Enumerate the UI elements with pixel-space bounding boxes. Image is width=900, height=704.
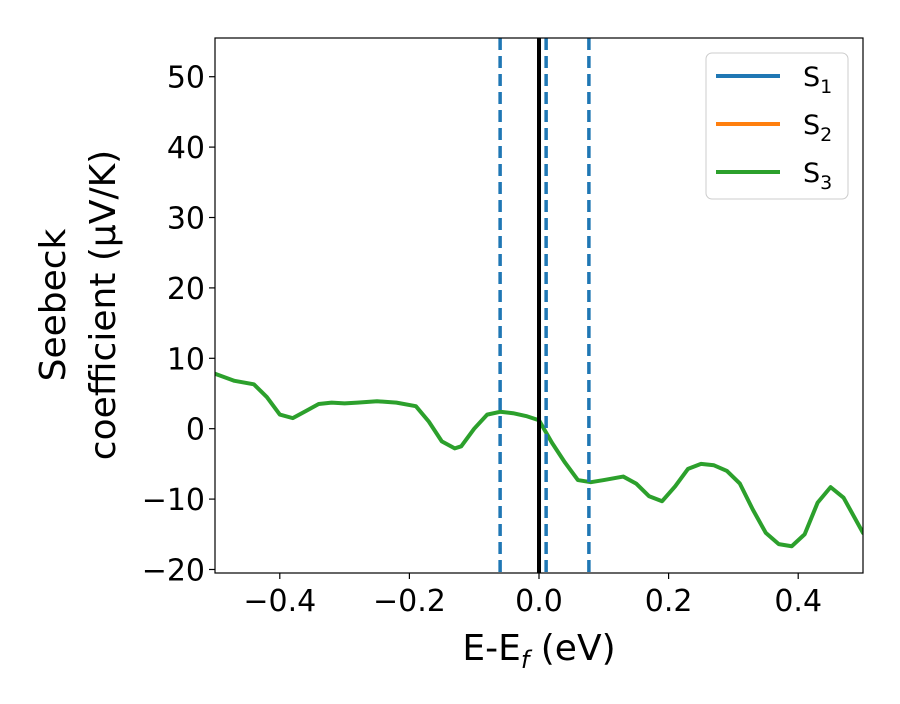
legend-label-s2: S2 bbox=[803, 110, 832, 146]
legend-label-s3: S3 bbox=[803, 158, 832, 194]
y-tick-label: 20 bbox=[167, 272, 205, 307]
legend: S1 S2 S3 bbox=[705, 52, 849, 200]
svg-text:coefficient (μV/K): coefficient (μV/K) bbox=[83, 150, 124, 460]
x-tick-label: 0.2 bbox=[645, 584, 693, 619]
y-tick-label: 10 bbox=[167, 342, 205, 377]
y-tick-label: 50 bbox=[167, 61, 205, 96]
y-axis-label: Seebeck coefficient (μV/K) bbox=[33, 150, 124, 460]
y-tick-label: −10 bbox=[142, 483, 205, 518]
legend-label-s1: S1 bbox=[803, 62, 832, 98]
y-tick-label: 40 bbox=[167, 131, 205, 166]
x-tick-label: 0.4 bbox=[774, 584, 822, 619]
x-axis-label: E-Ef (eV) bbox=[462, 628, 615, 674]
x-tick-label: −0.2 bbox=[373, 584, 446, 619]
y-tick-label: 30 bbox=[167, 202, 205, 237]
series-line-s3 bbox=[215, 371, 863, 549]
svg-text:Seebeck: Seebeck bbox=[33, 228, 74, 381]
y-tick-label: −20 bbox=[142, 553, 205, 588]
x-tick-label: −0.4 bbox=[243, 584, 316, 619]
x-tick-label: 0.0 bbox=[515, 584, 563, 619]
y-tick-label: 0 bbox=[186, 413, 205, 448]
